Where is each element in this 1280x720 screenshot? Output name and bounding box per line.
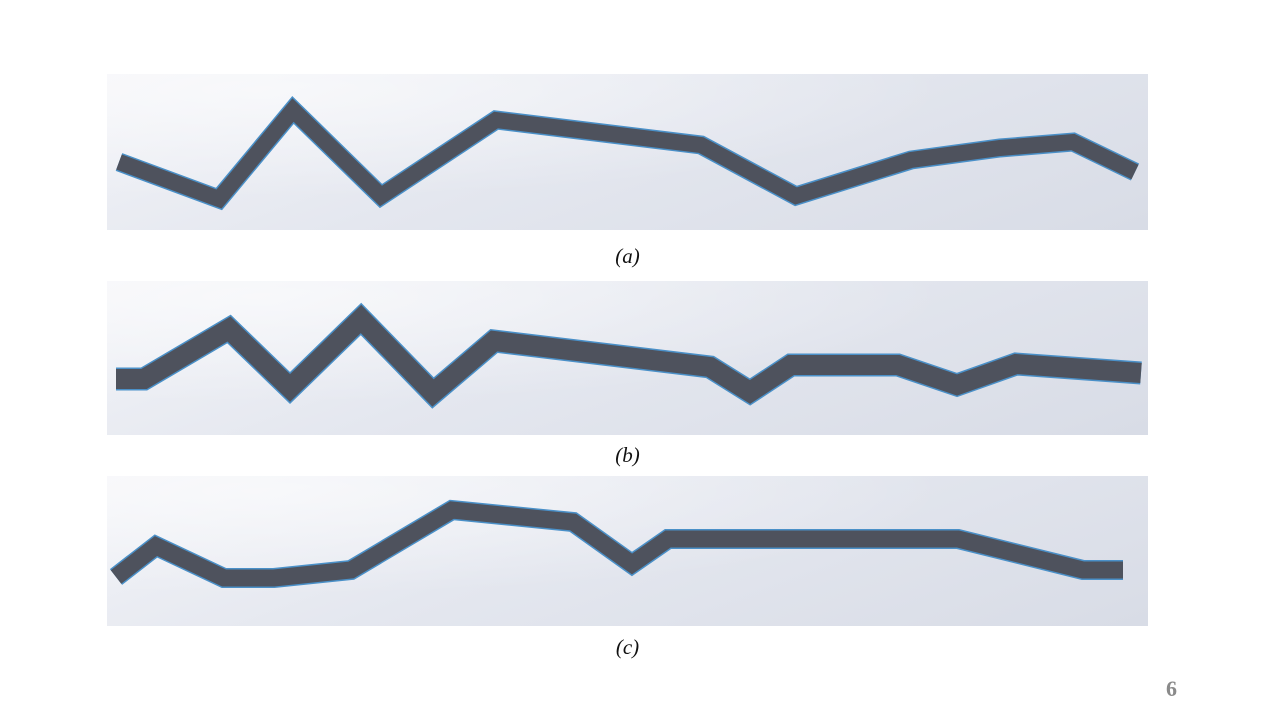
caption-a: (a)	[615, 244, 640, 268]
profile-strip-b-line	[116, 304, 1142, 407]
profile-strip-c	[109, 499, 1123, 588]
profile-strip-a-line	[116, 98, 1139, 209]
profile-panel-a	[107, 74, 1148, 230]
page-number: 6	[1166, 676, 1177, 701]
profile-strip-a	[115, 96, 1140, 211]
profile-panel-b	[107, 281, 1148, 435]
caption-b: (b)	[615, 443, 640, 467]
profile-strip-c-line	[110, 501, 1123, 587]
profile-strip-b	[116, 302, 1142, 409]
caption-c: (c)	[615, 635, 640, 659]
profile-panel-c	[107, 476, 1148, 626]
